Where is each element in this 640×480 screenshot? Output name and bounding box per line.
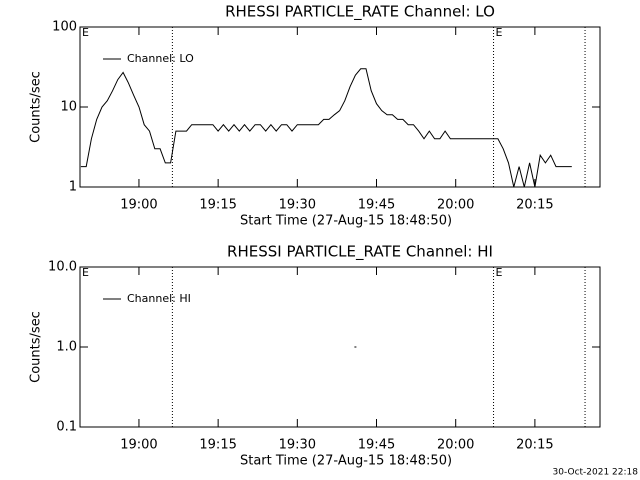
y-tick-label: 100	[52, 20, 77, 35]
y-axis-label: Counts/sec	[29, 71, 44, 143]
y-tick-label: 10	[60, 100, 77, 115]
x-tick-label: 19:15	[199, 438, 236, 453]
footer: 30-Oct-2021 22:18	[553, 468, 639, 478]
y-tick-label: 1	[69, 180, 77, 195]
annotation: E	[496, 26, 503, 39]
x-tick-label: 19:45	[358, 438, 395, 453]
x-tick-label: 19:00	[120, 198, 157, 213]
annotation: E	[496, 266, 503, 279]
y-tick-label: 10.0	[48, 260, 77, 275]
x-tick-label: 19:45	[358, 198, 395, 213]
x-tick-label: 19:15	[199, 198, 236, 213]
series-line	[80, 68, 572, 188]
y-axis-label: Counts/sec	[29, 311, 44, 383]
y-tick-label: 1.0	[56, 340, 77, 355]
legend-label: Channel: HI	[127, 292, 191, 305]
x-tick-label: 20:00	[437, 198, 474, 213]
x-tick-label: 20:00	[437, 438, 474, 453]
y-tick-label: 0.1	[56, 420, 77, 435]
x-tick-label: 19:30	[279, 198, 316, 213]
x-tick-label: 20:15	[516, 198, 553, 213]
annotation: E	[82, 266, 89, 279]
chart-title: RHESSI PARTICLE_RATE Channel: LO	[225, 3, 495, 22]
annotation: E	[82, 26, 89, 39]
legend-label: Channel: LO	[127, 52, 194, 65]
x-axis-label: Start Time (27-Aug-15 18:48:50)	[240, 454, 452, 469]
x-tick-label: 20:15	[516, 438, 553, 453]
x-tick-label: 19:00	[120, 438, 157, 453]
chart-title: RHESSI PARTICLE_RATE Channel: HI	[227, 243, 493, 262]
x-tick-label: 19:30	[279, 438, 316, 453]
x-axis-label: Start Time (27-Aug-15 18:48:50)	[240, 214, 452, 229]
